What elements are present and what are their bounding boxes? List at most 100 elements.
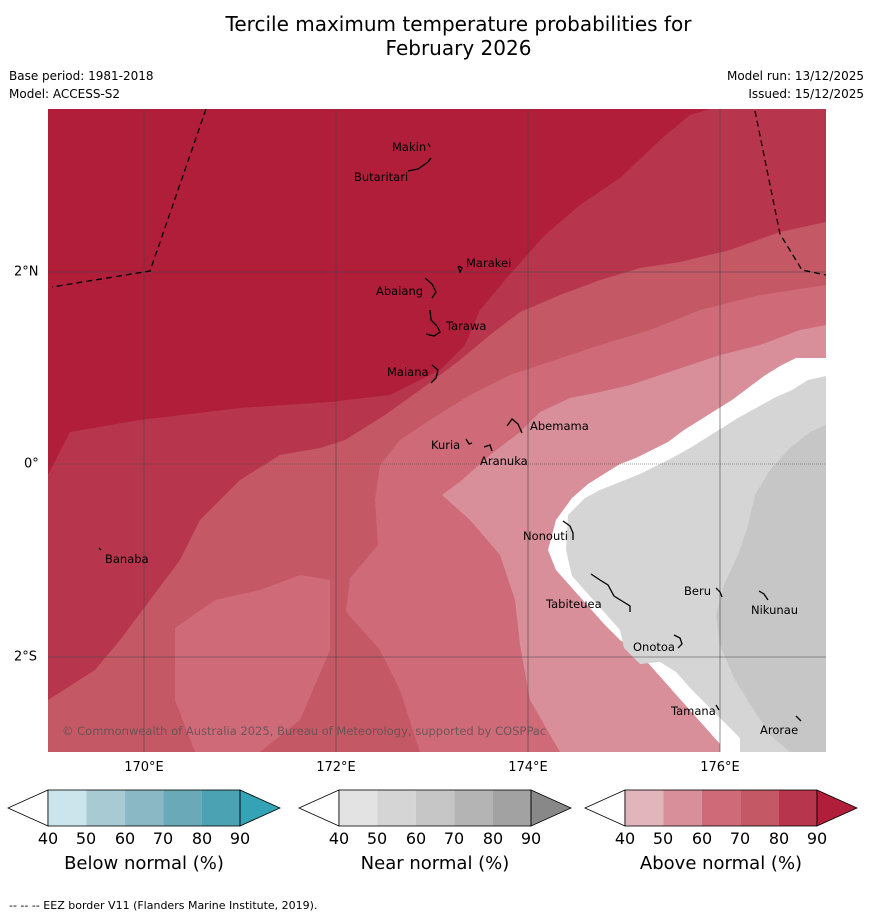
island-maiana	[430, 364, 439, 384]
cbar-near-70-80	[454, 790, 493, 826]
place-label-beru: Beru	[684, 584, 711, 598]
cbar-above-title: Above normal (%)	[639, 853, 803, 874]
lon-label-174e: 174°E	[508, 760, 548, 775]
cbar-above-high-extend	[816, 789, 858, 827]
copyright-notice: © Commonwealth of Australia 2025, Bureau…	[62, 724, 547, 738]
place-label-tabiteuea: Tabiteuea	[545, 597, 602, 611]
place-label-onotoa: Onotoa	[633, 640, 675, 654]
cbar-near-title: Near normal (%)	[360, 853, 510, 874]
cbar-above-tick: 50	[652, 829, 674, 848]
eez-legend-footer: -- -- -- EEZ border V11 (Flanders Marine…	[9, 899, 318, 912]
cbar-above-tick: 70	[729, 829, 751, 848]
cbar-above-tick: 80	[768, 829, 790, 848]
cbar-near-low-extend	[298, 789, 340, 827]
cbar-below-70-80	[163, 790, 202, 826]
island-arorae	[795, 715, 802, 722]
lat-label-2n: 2°N	[14, 264, 39, 280]
cbar-below-tick: 70	[152, 829, 174, 848]
cbar-near-tick: 90	[520, 829, 542, 848]
colorbar-below-normal	[7, 789, 281, 827]
island-beru	[715, 587, 723, 598]
place-label-banaba: Banaba	[105, 552, 149, 566]
colorbar-near-normal	[298, 789, 572, 827]
island-onotoa	[673, 634, 683, 649]
place-label-nonouti: Nonouti	[523, 529, 568, 543]
place-label-abaiang: Abaiang	[376, 284, 423, 298]
cbar-near-outline	[338, 789, 532, 827]
cbar-below-tick: 60	[114, 829, 136, 848]
cbar-above-50-60	[663, 790, 702, 826]
cbar-below-outline	[47, 789, 241, 827]
cbar-near-40-50	[339, 790, 378, 826]
model-run: Model run: 13/12/2025	[726, 69, 864, 83]
island-butaritari	[407, 157, 432, 172]
island-tarawa	[425, 309, 441, 337]
lat-label-equator: 0°	[24, 456, 39, 472]
place-label-maiana: Maiana	[387, 365, 429, 379]
lon-label-170e: 170°E	[124, 760, 164, 775]
title-line-2: February 2026	[385, 36, 532, 60]
island-abaiang	[424, 277, 437, 299]
cbar-below-80-90	[201, 790, 240, 826]
island-banaba	[98, 547, 102, 551]
cbar-above-40-50	[625, 790, 664, 826]
probability-shading: Makin Butaritari Marakei Abaiang Tarawa …	[48, 109, 826, 752]
place-label-abemama: Abemama	[530, 419, 589, 433]
banaba-patch	[86, 529, 110, 552]
island-nonouti	[562, 520, 574, 540]
eez-border-west	[51, 109, 207, 288]
island-abemama	[506, 418, 523, 434]
place-label-tamana: Tamana	[670, 704, 716, 718]
island-kuria	[465, 438, 473, 445]
cbar-near-50-60	[377, 790, 416, 826]
cbar-below-tick: 50	[75, 829, 97, 848]
cbar-near-60-70	[415, 790, 455, 826]
cbar-below-50-60	[86, 790, 125, 826]
band-near-60	[716, 425, 826, 752]
cbar-below-title: Below normal (%)	[64, 853, 224, 874]
cbar-near-tick: 50	[366, 829, 388, 848]
cbar-above-tick: 90	[806, 829, 828, 848]
lon-label-176e: 176°E	[700, 760, 740, 775]
cbar-below-tick: 80	[191, 829, 213, 848]
island-nikunau	[758, 590, 769, 601]
place-label-kuria: Kuria	[431, 438, 460, 452]
cbar-below-low-extend	[7, 789, 49, 827]
island-aranuka	[483, 444, 493, 452]
cbar-above-60-70	[701, 790, 741, 826]
lat-label-2s: 2°S	[14, 649, 38, 665]
cbar-near-tick: 60	[405, 829, 427, 848]
cbar-near-tick: 70	[443, 829, 465, 848]
cbar-near-tick: 80	[482, 829, 504, 848]
cbar-below-tick: 40	[37, 829, 59, 848]
meta-right: Model run: 13/12/2025 Issued: 15/12/2025	[727, 67, 864, 103]
base-period: Base period: 1981-2018	[9, 69, 154, 83]
lon-label-172e: 172°E	[316, 760, 356, 775]
title-line-1: Tercile maximum temperature probabilitie…	[225, 12, 692, 36]
cbar-above-tick: 40	[614, 829, 636, 848]
place-label-nikunau: Nikunau	[751, 603, 798, 617]
island-outlines	[98, 142, 802, 722]
colorbar-above-normal	[584, 789, 858, 827]
cbar-above-tick: 60	[691, 829, 713, 848]
cbar-below-40-50	[48, 790, 87, 826]
place-label-aranuka: Aranuka	[480, 454, 528, 468]
place-label-butaritari: Butaritari	[354, 170, 408, 184]
cbar-above-80-90	[778, 790, 817, 826]
cbar-above-low-extend	[584, 789, 626, 827]
model-name: Model: ACCESS-S2	[9, 87, 121, 101]
map-title: Tercile maximum temperature probabilitie…	[0, 12, 873, 60]
place-label-tarawa: Tarawa	[445, 319, 486, 333]
island-tamana	[715, 704, 720, 711]
issued-date: Issued: 15/12/2025	[748, 87, 864, 101]
island-tabiteuea	[590, 573, 631, 612]
cbar-near-tick: 40	[328, 829, 350, 848]
place-label-makin: Makin	[392, 140, 426, 154]
cbar-near-80-90	[492, 790, 531, 826]
island-marakei	[457, 265, 463, 274]
cbar-below-tick: 90	[229, 829, 251, 848]
place-label-marakei: Marakei	[466, 256, 511, 270]
cbar-above-outline	[624, 789, 818, 827]
cbar-above-70-80	[740, 790, 779, 826]
